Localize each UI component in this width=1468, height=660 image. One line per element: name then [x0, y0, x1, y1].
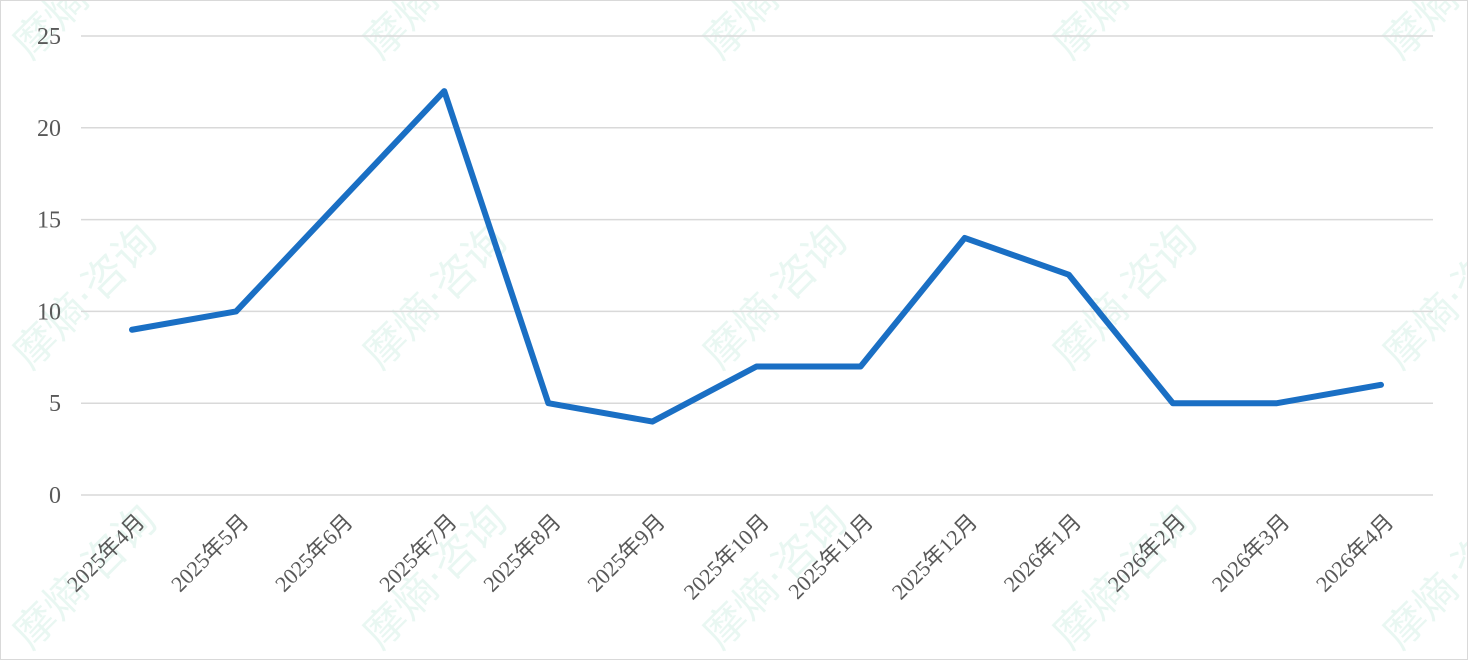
watermark-text: 摩熵·咨询 — [1373, 1, 1467, 68]
x-tick-label: 2025年12月 — [887, 509, 982, 604]
x-tick-label: 2026年3月 — [1207, 509, 1295, 597]
watermark-text: 摩熵·咨询 — [1043, 215, 1206, 378]
y-tick-label: 25 — [37, 24, 61, 50]
y-tick-label: 20 — [37, 116, 61, 142]
y-tick-label: 0 — [49, 483, 61, 509]
watermark-text: 摩熵·咨询 — [1043, 1, 1206, 68]
y-axis-ticks: 0 5 10 15 20 25 — [37, 24, 61, 509]
series-layer — [129, 88, 1384, 425]
gridlines — [81, 35, 1433, 496]
x-tick-label: 2025年6月 — [270, 509, 358, 597]
watermark-text: 摩熵·咨询 — [3, 1, 166, 68]
watermark-text: 摩熵·咨询 — [1373, 215, 1467, 378]
y-tick-label: 15 — [37, 208, 61, 234]
x-tick-label: 2025年9月 — [582, 509, 670, 597]
watermark-text: 摩熵·咨询 — [693, 1, 856, 68]
x-tick-label: 2026年4月 — [1311, 509, 1399, 597]
y-tick-label: 10 — [37, 299, 61, 325]
y-tick-label: 5 — [49, 391, 61, 417]
watermark-text: 摩熵·咨询 — [693, 215, 856, 378]
x-tick-label: 2025年5月 — [166, 509, 254, 597]
x-tick-label: 2026年1月 — [999, 509, 1087, 597]
series-line — [129, 88, 1384, 425]
watermark-text: 摩熵·咨询 — [3, 215, 166, 378]
watermark-text: 摩熵·咨询 — [353, 1, 516, 68]
